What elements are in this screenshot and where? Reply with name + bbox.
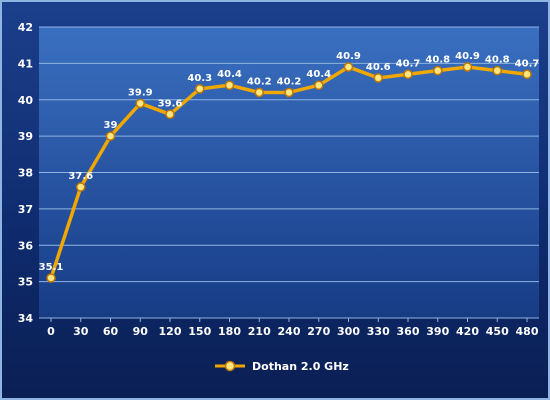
data-label: 40.9	[336, 51, 361, 62]
y-tick-label: 41	[18, 57, 33, 70]
x-tick-label: 150	[188, 325, 211, 338]
data-label: 40.7	[396, 58, 421, 69]
y-tick-label: 37	[18, 203, 33, 216]
y-tick-label: 39	[18, 130, 33, 143]
data-point	[224, 80, 235, 90]
data-point	[522, 69, 532, 80]
x-tick-label: 390	[426, 325, 449, 338]
data-label: 35.1	[39, 262, 64, 273]
x-tick-label: 270	[307, 325, 330, 338]
data-point	[165, 109, 175, 120]
data-point	[462, 62, 473, 72]
data-point	[314, 80, 324, 90]
data-point	[195, 84, 205, 94]
legend: Dothan 2.0 GHz	[215, 360, 349, 373]
data-point	[284, 87, 294, 98]
data-label: 40.8	[485, 55, 510, 66]
data-label: 39.9	[128, 87, 153, 98]
data-point	[373, 73, 383, 83]
data-label: 40.6	[366, 62, 391, 73]
data-point	[105, 131, 116, 141]
x-tick-label: 360	[397, 325, 420, 338]
y-tick-label: 34	[18, 312, 34, 325]
data-point	[492, 65, 502, 76]
data-label: 39	[104, 120, 118, 131]
x-tick-label: 30	[73, 325, 89, 338]
data-label: 37.6	[68, 171, 93, 182]
data-label: 40.9	[455, 51, 480, 62]
y-tick-label: 42	[18, 21, 33, 34]
legend-label-dothan: Dothan 2.0 GHz	[252, 360, 349, 373]
data-label: 39.6	[158, 98, 183, 109]
x-tick-label: 120	[159, 325, 182, 338]
x-tick-label: 210	[248, 325, 271, 338]
x-tick-label: 60	[103, 325, 119, 338]
x-tick-label: 420	[456, 325, 479, 338]
y-tick-label: 35	[18, 276, 33, 289]
data-label: 40.4	[306, 69, 331, 80]
x-tick-label: 240	[278, 325, 301, 338]
y-tick-label: 36	[18, 239, 34, 252]
x-tick-label: 0	[47, 325, 55, 338]
x-tick-label: 480	[516, 325, 539, 338]
y-tick-label: 40	[18, 94, 34, 107]
x-tick-label: 180	[218, 325, 241, 338]
x-tick-label: 90	[133, 325, 149, 338]
x-tick-label: 300	[337, 325, 360, 338]
x-tick-label: 450	[486, 325, 509, 338]
data-point	[343, 62, 354, 72]
legend-marker-swatch	[224, 360, 236, 372]
data-point	[433, 65, 443, 76]
data-point	[76, 182, 86, 192]
data-label: 40.4	[217, 69, 242, 80]
data-label: 40.7	[515, 58, 540, 69]
data-label: 40.2	[277, 76, 302, 87]
data-label: 40.8	[425, 55, 450, 66]
data-label: 40.2	[247, 76, 272, 87]
x-tick-label: 330	[367, 325, 390, 338]
data-point	[254, 87, 264, 98]
data-point	[46, 273, 56, 283]
data-point	[135, 98, 145, 109]
data-point	[403, 69, 413, 80]
data-label: 40.3	[187, 73, 212, 84]
y-tick-label: 38	[18, 167, 33, 180]
